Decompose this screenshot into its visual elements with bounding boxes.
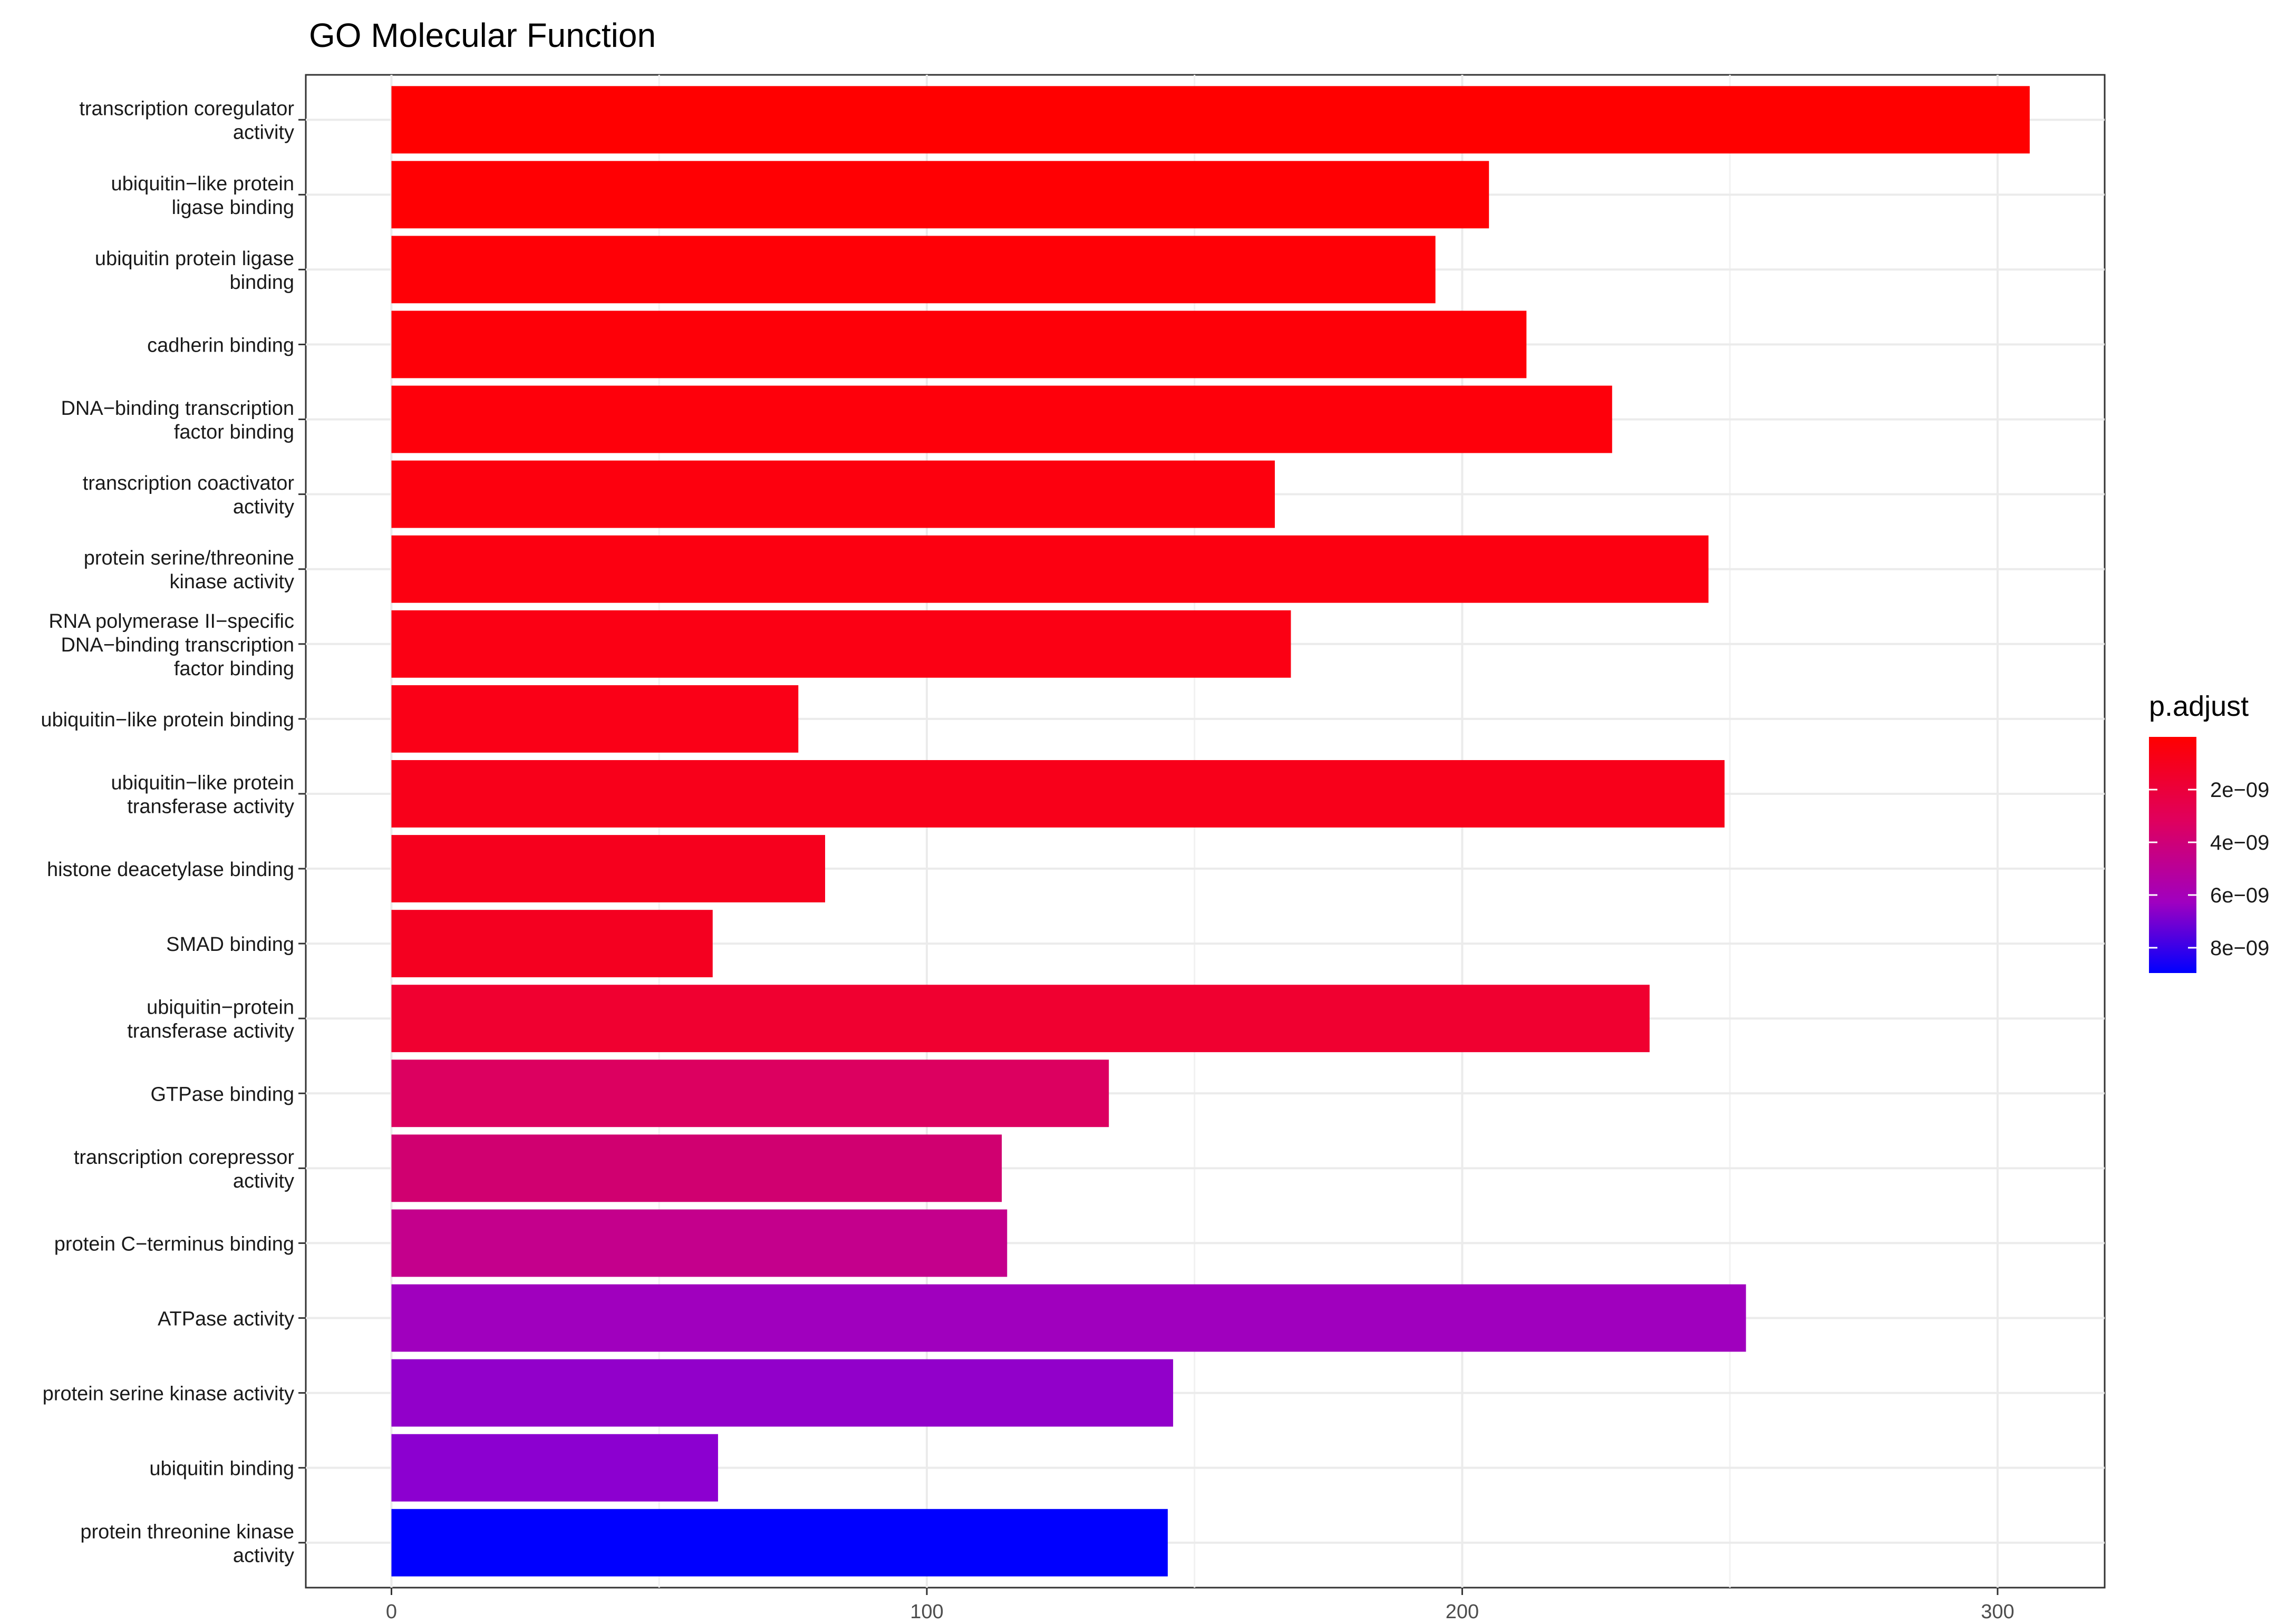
- category-label: transferase activity: [127, 795, 294, 818]
- category-label: ubiquitin protein ligase: [95, 248, 294, 270]
- category-label: activity: [233, 496, 294, 518]
- category-label: ubiquitin−protein: [147, 997, 294, 1019]
- legend-label: 2e−09: [2210, 779, 2269, 802]
- category-label: protein serine kinase activity: [43, 1383, 294, 1405]
- category-label: GTPase binding: [151, 1083, 295, 1105]
- category-label: transferase activity: [127, 1020, 294, 1043]
- bar: [391, 310, 1527, 378]
- x-tick-label: 100: [910, 1601, 943, 1623]
- category-label: kinase activity: [169, 571, 294, 593]
- bar: [391, 86, 2030, 154]
- bar: [391, 1134, 1002, 1202]
- bar: [391, 535, 1709, 603]
- category-label: ligase binding: [172, 197, 294, 219]
- category-label: transcription coactivator: [83, 472, 295, 494]
- category-label: cadherin binding: [147, 334, 294, 356]
- category-label: factor binding: [174, 421, 294, 443]
- legend-ticks: 2e−09 4e−09 6e−09 8e−09: [2149, 779, 2269, 960]
- bar: [391, 760, 1725, 828]
- category-label: RNA polymerase II−specific: [49, 610, 294, 633]
- bar: [391, 610, 1291, 678]
- bar: [391, 910, 713, 978]
- legend-label: 8e−09: [2210, 937, 2269, 960]
- category-label: ubiquitin−like protein binding: [41, 709, 294, 731]
- bar: [391, 1284, 1746, 1352]
- legend-label: 4e−09: [2210, 831, 2269, 854]
- x-tick-label: 0: [386, 1601, 397, 1623]
- bar: [391, 1434, 718, 1502]
- category-label: SMAD binding: [166, 933, 294, 956]
- x-tick-label: 200: [1446, 1601, 1479, 1623]
- y-axis: transcription coregulatoractivityubiquit…: [41, 98, 306, 1567]
- category-label: activity: [233, 1544, 294, 1567]
- category-label: transcription coregulator: [79, 98, 294, 120]
- bar: [391, 1059, 1109, 1127]
- bar: [391, 685, 799, 753]
- category-label: protein C−terminus binding: [54, 1233, 294, 1255]
- bar: [391, 1209, 1008, 1277]
- legend-title: p.adjust: [2149, 691, 2249, 722]
- category-label: protein threonine kinase: [80, 1521, 294, 1543]
- category-label: ATPase activity: [158, 1308, 294, 1330]
- category-label: ubiquitin binding: [149, 1458, 294, 1480]
- chart-title: GO Molecular Function: [309, 16, 656, 54]
- bars: [391, 86, 2030, 1577]
- category-label: histone deacetylase binding: [47, 859, 294, 881]
- bar: [391, 460, 1275, 528]
- bar: [391, 385, 1612, 453]
- legend-colorbar: [2149, 737, 2196, 973]
- bar: [391, 985, 1650, 1053]
- category-label: activity: [233, 1170, 294, 1192]
- legend-label: 6e−09: [2210, 884, 2269, 907]
- bar: [391, 835, 826, 902]
- x-axis: 0 100 200 300: [386, 1588, 2015, 1623]
- category-label: ubiquitin−like protein: [111, 173, 294, 195]
- legend: p.adjust 2e−09 4e−09 6e−09 8e−09: [2149, 691, 2269, 973]
- category-label: protein serine/threonine: [84, 547, 294, 569]
- bar: [391, 236, 1436, 304]
- category-label: ubiquitin−like protein: [111, 772, 294, 794]
- category-label: activity: [233, 122, 294, 144]
- bar: [391, 1359, 1174, 1427]
- category-label: DNA−binding transcription: [61, 634, 294, 656]
- bar: [391, 1509, 1168, 1577]
- category-label: DNA−binding transcription: [61, 397, 294, 420]
- category-label: binding: [229, 271, 294, 294]
- x-tick-label: 300: [1981, 1601, 2014, 1623]
- category-label: factor binding: [174, 658, 294, 680]
- bar: [391, 161, 1489, 229]
- category-label: transcription corepressor: [74, 1146, 295, 1169]
